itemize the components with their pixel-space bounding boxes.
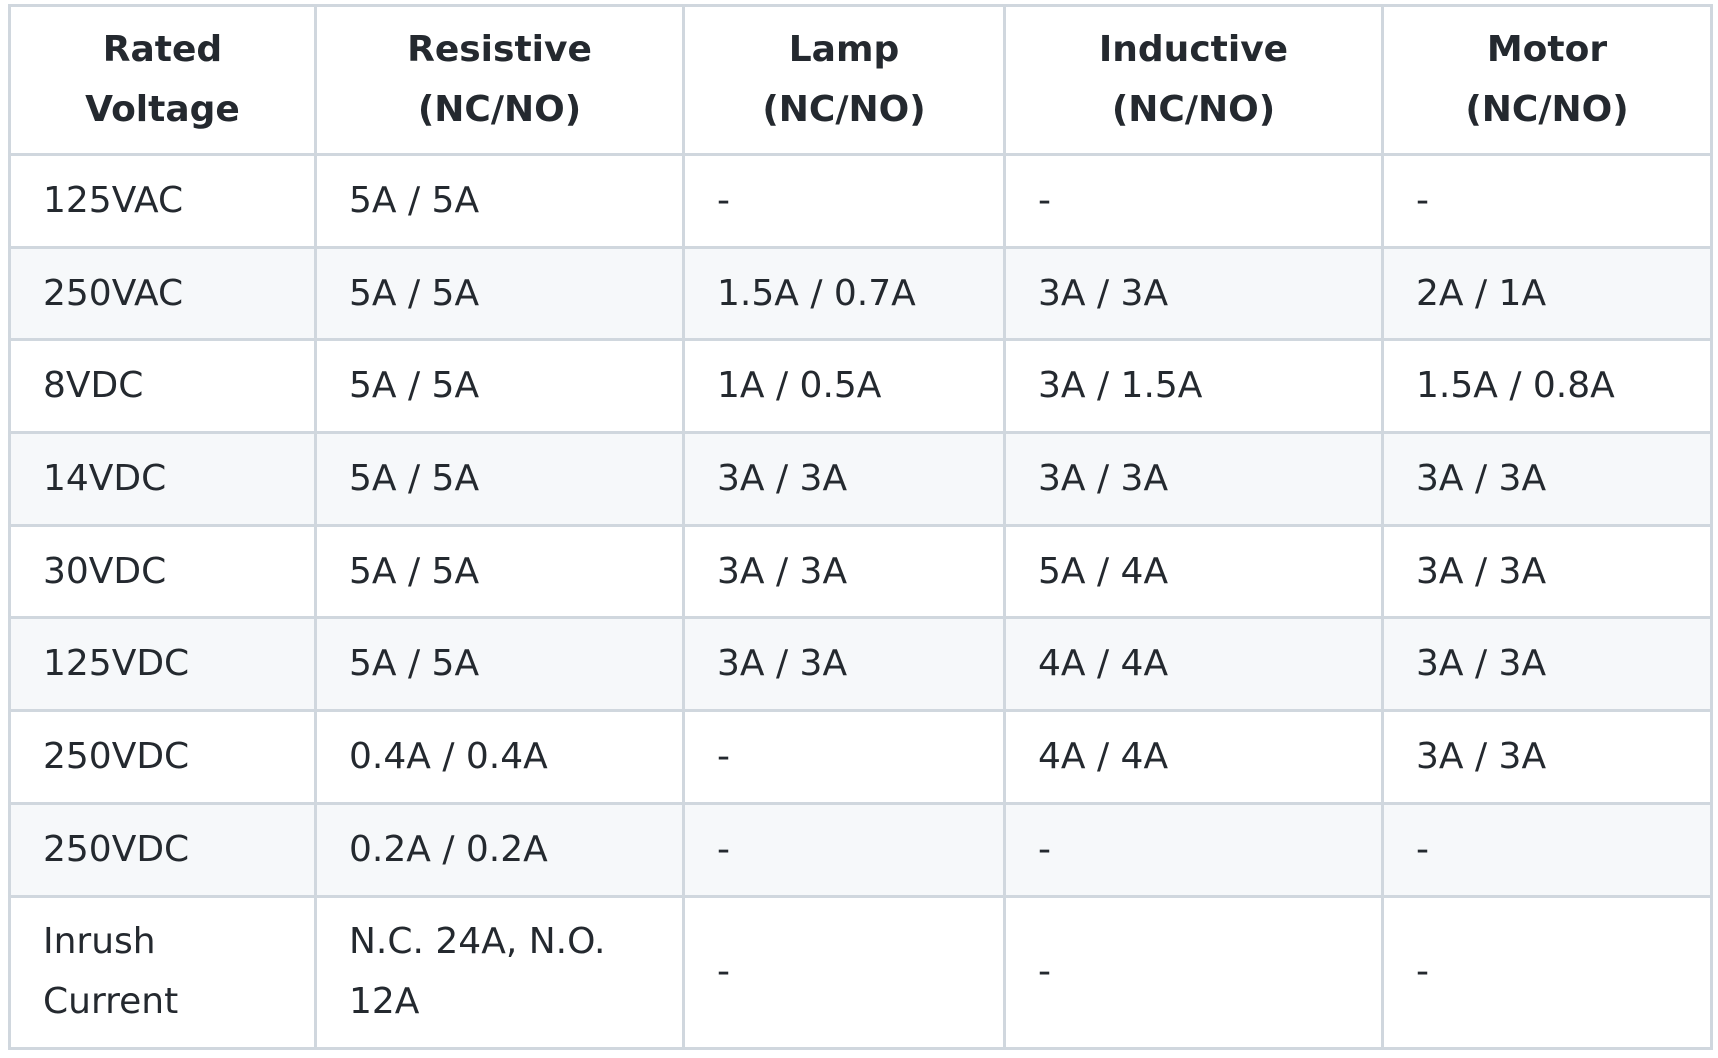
cell-motor: - — [1381, 801, 1713, 898]
cell-inductive: 3A / 3A — [1003, 245, 1384, 342]
cell-rated-voltage: 250VDC — [8, 709, 317, 805]
table-body: 125VAC 5A / 5A - - - 250VAC 5A / 5A 1.5A… — [8, 153, 1713, 1050]
cell-rated-voltage: 250VAC — [8, 245, 317, 342]
cell-inductive: 3A / 1.5A — [1003, 338, 1384, 435]
header-inductive: Inductive (NC/NO) — [1003, 4, 1384, 156]
cell-motor: - — [1381, 894, 1713, 1050]
cell-resistive: 0.2A / 0.2A — [314, 801, 685, 898]
cell-motor: 3A / 3A — [1381, 616, 1713, 713]
cell-rated-voltage: 250VDC — [8, 801, 317, 898]
cell-lamp: 3A / 3A — [682, 431, 1006, 527]
table-row: 30VDC 5A / 5A 3A / 3A 5A / 4A 3A / 3A — [8, 523, 1713, 620]
cell-motor: 3A / 3A — [1381, 523, 1713, 620]
cell-resistive: 5A / 5A — [314, 523, 685, 620]
cell-motor: 3A / 3A — [1381, 709, 1713, 805]
cell-lamp: - — [682, 153, 1006, 249]
header-lamp: Lamp (NC/NO) — [682, 4, 1006, 156]
cell-resistive: 0.4A / 0.4A — [314, 709, 685, 805]
table-row: 125VDC 5A / 5A 3A / 3A 4A / 4A 3A / 3A — [8, 616, 1713, 713]
table-row: 250VDC 0.4A / 0.4A - 4A / 4A 3A / 3A — [8, 709, 1713, 805]
cell-lamp: 1A / 0.5A — [682, 338, 1006, 435]
cell-motor: - — [1381, 153, 1713, 249]
cell-inductive: - — [1003, 894, 1384, 1050]
cell-resistive: 5A / 5A — [314, 431, 685, 527]
header-resistive: Resistive (NC/NO) — [314, 4, 685, 156]
cell-rated-voltage: 125VDC — [8, 616, 317, 713]
table-row: 8VDC 5A / 5A 1A / 0.5A 3A / 1.5A 1.5A / … — [8, 338, 1713, 435]
cell-rated-voltage: 30VDC — [8, 523, 317, 620]
table-row: 125VAC 5A / 5A - - - — [8, 153, 1713, 249]
cell-lamp: 1.5A / 0.7A — [682, 245, 1006, 342]
cell-lamp: - — [682, 709, 1006, 805]
cell-inductive: - — [1003, 801, 1384, 898]
cell-resistive: N.C. 24A, N.O. 12A — [314, 894, 685, 1050]
table-row: Inrush Current N.C. 24A, N.O. 12A - - - — [8, 894, 1713, 1050]
cell-resistive: 5A / 5A — [314, 338, 685, 435]
table-row: 250VAC 5A / 5A 1.5A / 0.7A 3A / 3A 2A / … — [8, 245, 1713, 342]
relay-ratings-table: Rated Voltage Resistive (NC/NO) Lamp (NC… — [8, 4, 1713, 1050]
cell-lamp: - — [682, 894, 1006, 1050]
cell-motor: 3A / 3A — [1381, 431, 1713, 527]
header-row: Rated Voltage Resistive (NC/NO) Lamp (NC… — [8, 4, 1713, 156]
cell-rated-voltage: 125VAC — [8, 153, 317, 249]
header-rated-voltage: Rated Voltage — [8, 4, 317, 156]
cell-lamp: - — [682, 801, 1006, 898]
cell-resistive: 5A / 5A — [314, 616, 685, 713]
cell-motor: 2A / 1A — [1381, 245, 1713, 342]
cell-resistive: 5A / 5A — [314, 245, 685, 342]
cell-inductive: - — [1003, 153, 1384, 249]
table-row: 250VDC 0.2A / 0.2A - - - — [8, 801, 1713, 898]
cell-lamp: 3A / 3A — [682, 616, 1006, 713]
header-motor: Motor (NC/NO) — [1381, 4, 1713, 156]
cell-motor: 1.5A / 0.8A — [1381, 338, 1713, 435]
cell-rated-voltage: 8VDC — [8, 338, 317, 435]
table-row: 14VDC 5A / 5A 3A / 3A 3A / 3A 3A / 3A — [8, 431, 1713, 527]
cell-rated-voltage: Inrush Current — [8, 894, 317, 1050]
cell-resistive: 5A / 5A — [314, 153, 685, 249]
cell-inductive: 3A / 3A — [1003, 431, 1384, 527]
cell-inductive: 5A / 4A — [1003, 523, 1384, 620]
cell-rated-voltage: 14VDC — [8, 431, 317, 527]
cell-inductive: 4A / 4A — [1003, 709, 1384, 805]
relay-ratings-table-container: Rated Voltage Resistive (NC/NO) Lamp (NC… — [8, 4, 1713, 1050]
cell-inductive: 4A / 4A — [1003, 616, 1384, 713]
cell-lamp: 3A / 3A — [682, 523, 1006, 620]
table-header: Rated Voltage Resistive (NC/NO) Lamp (NC… — [8, 4, 1713, 156]
